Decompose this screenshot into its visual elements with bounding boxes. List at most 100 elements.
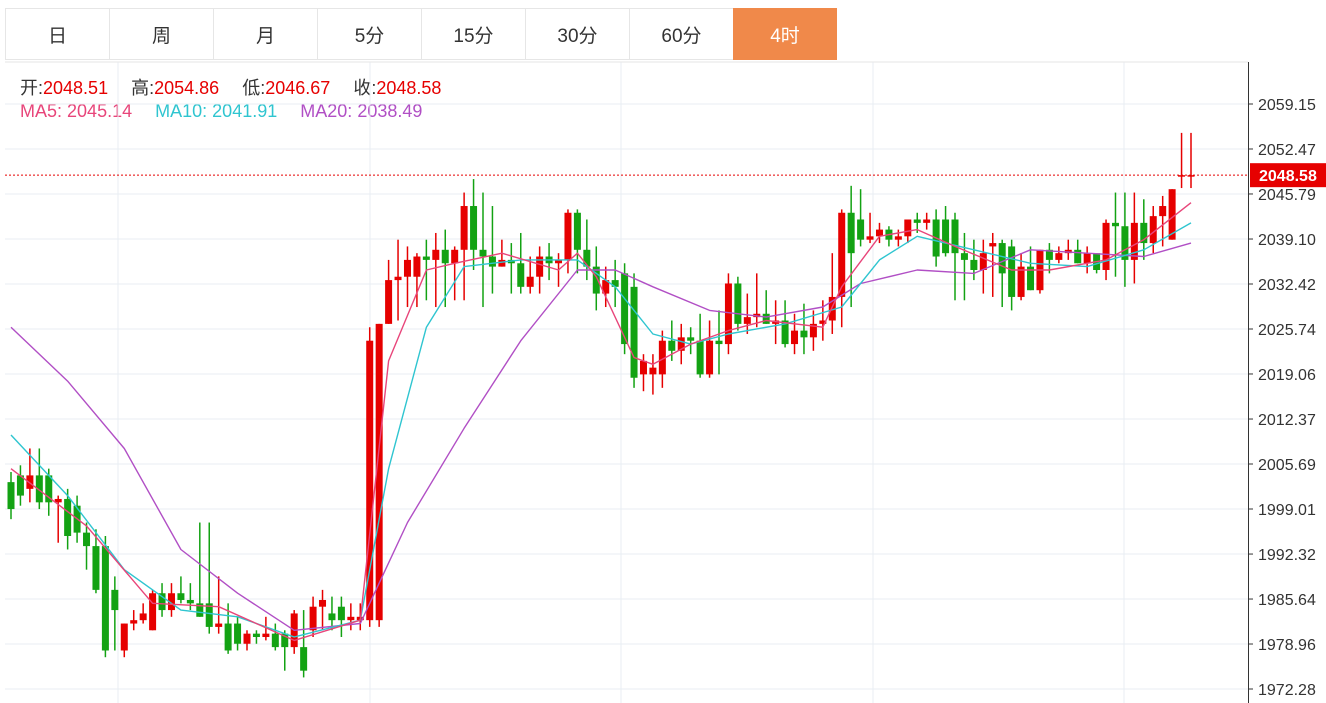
- y-tick-label: 1985.64: [1258, 592, 1316, 609]
- candle-body: [904, 219, 912, 237]
- candle-body: [573, 212, 581, 250]
- candle-body: [942, 219, 950, 254]
- low-label: 低:: [242, 78, 266, 98]
- candle-body: [791, 330, 799, 345]
- candle-body: [1178, 175, 1186, 177]
- candle-body: [1017, 266, 1025, 297]
- close-value: 2048.58: [376, 78, 442, 98]
- ma10-value: 2041.91: [212, 101, 278, 121]
- y-tick-label: 2059.15: [1258, 97, 1316, 114]
- candle-body: [1187, 175, 1195, 177]
- candle-body: [1102, 222, 1110, 270]
- candle-body: [1121, 226, 1129, 260]
- candle-body: [451, 249, 459, 264]
- y-tick-label: 2032.42: [1258, 277, 1316, 294]
- ma20-value: 2038.49: [357, 101, 423, 121]
- candle-body: [536, 256, 544, 277]
- y-tick-label: 2052.47: [1258, 142, 1316, 159]
- candle-body: [734, 283, 742, 324]
- candle-body: [960, 253, 968, 260]
- candle-body: [281, 633, 289, 648]
- candle-body: [998, 243, 1006, 274]
- last-price-tag: [1250, 163, 1326, 188]
- tab-1[interactable]: 周: [109, 8, 213, 60]
- candle-body: [422, 256, 430, 260]
- candle-body: [470, 206, 478, 250]
- candle-body: [555, 259, 563, 264]
- candle-body: [715, 340, 723, 345]
- candle-body: [677, 337, 685, 351]
- candle-body: [762, 313, 770, 324]
- tab-6[interactable]: 60分: [629, 8, 733, 60]
- open-label: 开:: [20, 78, 44, 98]
- candle-body: [819, 320, 827, 324]
- candle-body: [111, 589, 119, 611]
- candle-body: [45, 475, 53, 503]
- candle-body: [894, 236, 902, 240]
- candle-body: [621, 273, 629, 345]
- candle-body: [7, 482, 15, 510]
- candle-body: [1111, 222, 1119, 227]
- high-value: 2054.86: [154, 78, 220, 98]
- candle-body: [1130, 222, 1138, 260]
- candle-body: [866, 236, 874, 240]
- candle-body: [1074, 249, 1082, 264]
- ma5-line: [10, 202, 1192, 642]
- candle-body: [243, 633, 251, 644]
- y-tick-label: 2012.37: [1258, 412, 1316, 429]
- candle-body: [1159, 206, 1167, 217]
- tab-0[interactable]: 日: [5, 8, 109, 60]
- candle-body: [54, 498, 62, 503]
- candle-body: [196, 603, 204, 617]
- candle-body: [186, 599, 194, 604]
- candle-body: [366, 340, 374, 621]
- candle-body: [498, 259, 506, 267]
- y-tick-label: 1972.28: [1258, 682, 1316, 699]
- candle-body: [847, 212, 855, 254]
- candle-body: [781, 320, 789, 345]
- candle-body: [1140, 222, 1148, 244]
- ma10-label: MA10:: [155, 101, 208, 121]
- candle-body: [262, 633, 270, 638]
- candle-body: [337, 606, 345, 621]
- tab-3[interactable]: 5分: [317, 8, 421, 60]
- candle-body: [224, 623, 232, 651]
- y-tick-label: 2039.10: [1258, 232, 1316, 249]
- candle-body: [16, 475, 24, 496]
- candle-body: [838, 212, 846, 297]
- tab-2[interactable]: 月: [213, 8, 317, 60]
- candle-body: [271, 633, 279, 648]
- tab-7[interactable]: 4时: [733, 8, 837, 60]
- candle-body: [35, 475, 43, 503]
- candle-body: [592, 266, 600, 294]
- candle-body: [139, 613, 147, 621]
- candle-body: [639, 360, 647, 375]
- candle-body: [1083, 253, 1091, 264]
- close-label: 收:: [353, 78, 377, 98]
- candle-body: [1008, 246, 1016, 297]
- ohlc-readout: 开:2048.51 高:2054.86 低:2046.67 收:2048.58: [20, 74, 441, 100]
- tab-5[interactable]: 30分: [525, 8, 629, 60]
- y-tick-label: 2045.79: [1258, 187, 1316, 204]
- candle-body: [658, 340, 666, 375]
- candle-body: [1055, 253, 1063, 260]
- candle-body: [64, 498, 72, 536]
- candle-body: [394, 276, 402, 281]
- candle-body: [83, 532, 91, 547]
- candle-body: [743, 317, 751, 324]
- candle-body: [319, 599, 327, 607]
- candle-body: [403, 259, 411, 277]
- candle-body: [970, 259, 978, 270]
- tab-4[interactable]: 15分: [421, 8, 525, 60]
- candle-body: [488, 256, 496, 267]
- candle-body: [800, 330, 808, 338]
- candle-body: [149, 593, 157, 631]
- y-tick-label: 2019.06: [1258, 367, 1316, 384]
- candle-body: [92, 546, 100, 590]
- candle-body: [385, 280, 393, 324]
- candle-body: [347, 616, 355, 621]
- candle-body: [564, 212, 572, 260]
- y-tick-label: 2025.74: [1258, 322, 1316, 339]
- candle-body: [696, 340, 704, 375]
